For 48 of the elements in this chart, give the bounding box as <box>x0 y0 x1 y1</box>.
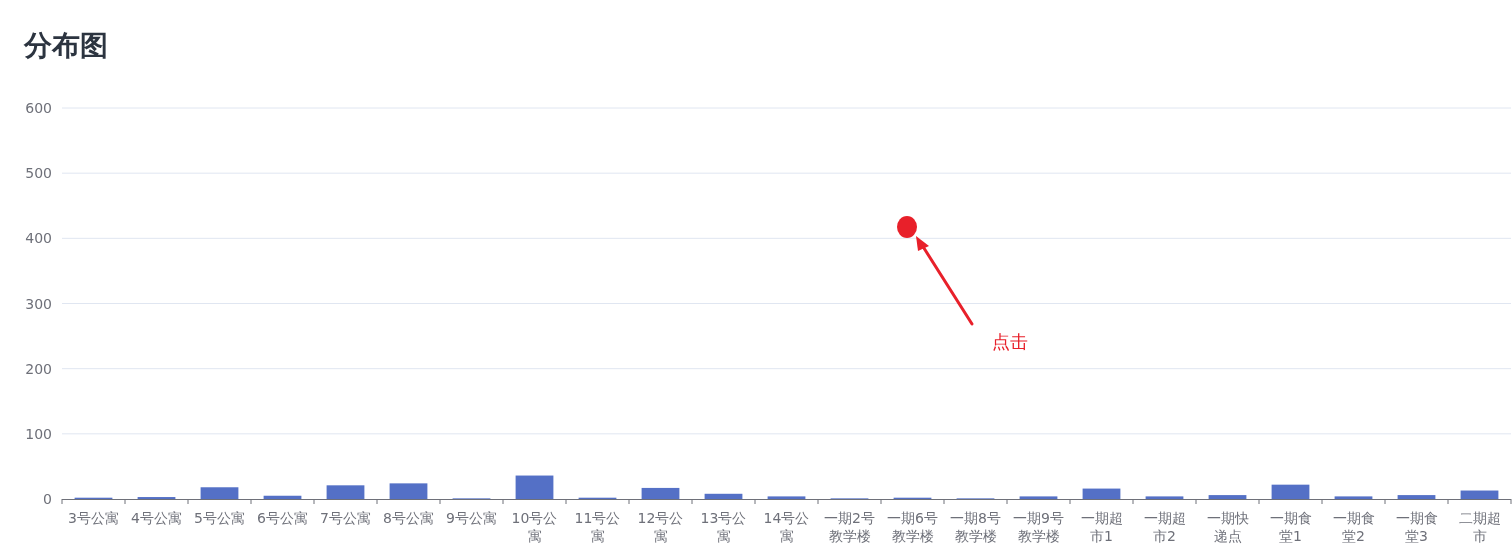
annotation: 点击 <box>992 331 1028 352</box>
y-tick-label: 0 <box>43 491 52 507</box>
bar <box>1271 484 1310 499</box>
x-tick-label: 5号公寓 <box>194 510 245 526</box>
x-tick-label: 4号公寓 <box>131 510 182 526</box>
x-tick-label: 12号公寓 <box>637 510 684 544</box>
y-tick-label: 200 <box>25 360 52 377</box>
chart-title: 分布图 <box>23 29 108 62</box>
x-tick-label: 13号公寓 <box>700 510 747 544</box>
x-tick-label: 二期超市 <box>1458 510 1501 544</box>
y-tick-label: 500 <box>25 165 52 182</box>
x-tick-label: 10号公寓 <box>511 510 558 544</box>
x-tick-label: 一期9号教学楼 <box>1013 510 1064 544</box>
x-tick-label: 一期快递点 <box>1206 510 1249 544</box>
x-tick-label: 3号公寓 <box>68 510 119 526</box>
bar <box>1082 488 1121 499</box>
y-tick-label: 300 <box>25 295 52 312</box>
y-tick-label: 400 <box>25 230 52 247</box>
bar <box>1397 495 1436 499</box>
x-tick-label: 一期6号教学楼 <box>887 510 938 544</box>
y-tick-label: 600 <box>25 100 52 116</box>
x-tick-label: 一期超市2 <box>1143 510 1186 544</box>
bar <box>200 487 239 499</box>
bar <box>767 496 806 499</box>
x-tick-label: 7号公寓 <box>320 510 371 526</box>
x-tick-label: 14号公寓 <box>763 510 810 544</box>
bar <box>263 495 302 499</box>
x-tick-label: 11号公寓 <box>574 510 621 544</box>
bar <box>1019 496 1058 499</box>
x-tick-label: 一期超市1 <box>1080 510 1123 544</box>
x-tick-label: 8号公寓 <box>383 510 434 526</box>
x-tick-label: 一期食堂2 <box>1332 510 1375 544</box>
bar <box>515 475 554 499</box>
x-tick-label: 一期食堂3 <box>1395 510 1438 544</box>
x-tick-label: 一期2号教学楼 <box>824 510 875 544</box>
bar <box>704 493 743 499</box>
bar <box>1334 496 1373 499</box>
bar <box>641 487 680 499</box>
bar <box>326 485 365 499</box>
bar <box>389 483 428 499</box>
bar <box>1460 490 1499 499</box>
y-tick-label: 100 <box>25 425 52 442</box>
x-tick-label: 9号公寓 <box>446 510 497 526</box>
x-tick-label: 一期8号教学楼 <box>950 510 1001 544</box>
x-tick-label: 一期食堂1 <box>1269 510 1312 544</box>
bar <box>1208 495 1247 499</box>
x-tick-label: 6号公寓 <box>257 510 308 526</box>
bar <box>1145 496 1184 499</box>
